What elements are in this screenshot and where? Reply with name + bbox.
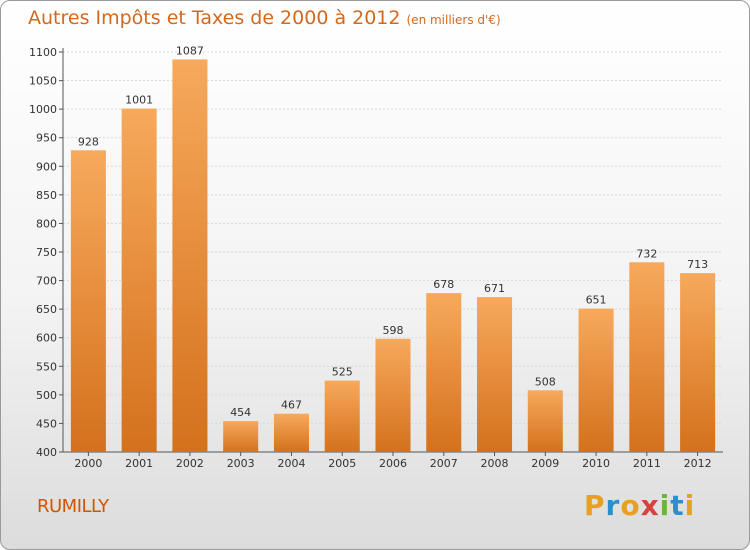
x-tick-label: 2002: [176, 457, 204, 470]
location-label: RUMILLY: [37, 496, 109, 517]
data-label: 525: [332, 366, 353, 379]
y-tick-label: 550: [36, 360, 57, 373]
chart-title: Autres Impôts et Taxes de 2000 à 2012 (en…: [28, 7, 501, 29]
x-tick-label: 2003: [227, 457, 255, 470]
bar: [375, 338, 411, 452]
x-tick-label: 2001: [125, 457, 153, 470]
bar: [273, 413, 309, 452]
data-label: 1087: [176, 44, 204, 57]
data-label: 928: [78, 135, 99, 148]
data-label: 732: [636, 247, 657, 260]
bar: [223, 421, 259, 452]
logo-letter: i: [659, 489, 671, 522]
data-label: 467: [281, 399, 302, 412]
y-tick-label: 950: [36, 132, 57, 145]
x-tick-label: 2006: [379, 457, 407, 470]
y-tick-label: 450: [36, 417, 57, 430]
bar: [578, 308, 614, 452]
logo-letter: i: [684, 489, 696, 522]
y-tick-label: 900: [36, 160, 57, 173]
x-tick-label: 2012: [684, 457, 712, 470]
x-tick-label: 2007: [430, 457, 458, 470]
logo-letter: t: [670, 489, 685, 522]
x-tick-label: 2008: [481, 457, 509, 470]
y-tick-label: 850: [36, 189, 57, 202]
y-tick-label: 400: [36, 446, 57, 459]
y-tick-label: 1050: [29, 75, 57, 88]
y-tick-label: 600: [36, 332, 57, 345]
x-tick-label: 2004: [277, 457, 305, 470]
logo-letter: x: [640, 489, 660, 522]
x-tick-label: 2005: [328, 457, 356, 470]
bar: [172, 59, 208, 453]
logo-letter: P: [584, 489, 606, 522]
y-tick-label: 1100: [29, 46, 57, 59]
bar: [70, 150, 106, 453]
x-tick-label: 2000: [74, 457, 102, 470]
y-tick-label: 800: [36, 217, 57, 230]
logo-letter: o: [620, 489, 641, 522]
bar: [121, 108, 157, 453]
data-label: 1001: [125, 94, 153, 107]
bar: [477, 297, 513, 452]
bar: [324, 380, 360, 452]
chart-title-text: Autres Impôts et Taxes de 2000 à 2012: [28, 7, 401, 29]
logo-letter: r: [605, 489, 621, 522]
x-tick-label: 2011: [633, 457, 661, 470]
y-tick-label: 700: [36, 275, 57, 288]
data-label: 508: [535, 375, 556, 388]
data-label: 598: [383, 324, 404, 337]
x-tick-label: 2009: [531, 457, 559, 470]
y-tick-label: 1000: [29, 103, 57, 116]
data-label: 651: [586, 294, 607, 307]
data-label: 454: [230, 406, 251, 419]
x-tick-label: 2010: [582, 457, 610, 470]
bar: [426, 293, 462, 452]
bar: [629, 262, 665, 452]
y-tick-label: 500: [36, 389, 57, 402]
data-label: 671: [484, 282, 505, 295]
data-label: 678: [433, 278, 454, 291]
data-label: 713: [687, 258, 708, 271]
y-tick-label: 750: [36, 246, 57, 259]
chart-subtitle: (en milliers d'€): [406, 13, 501, 27]
proxiti-logo: Proxiti: [584, 489, 695, 522]
bar: [680, 273, 716, 452]
bar: [527, 390, 563, 452]
y-tick-label: 650: [36, 303, 57, 316]
